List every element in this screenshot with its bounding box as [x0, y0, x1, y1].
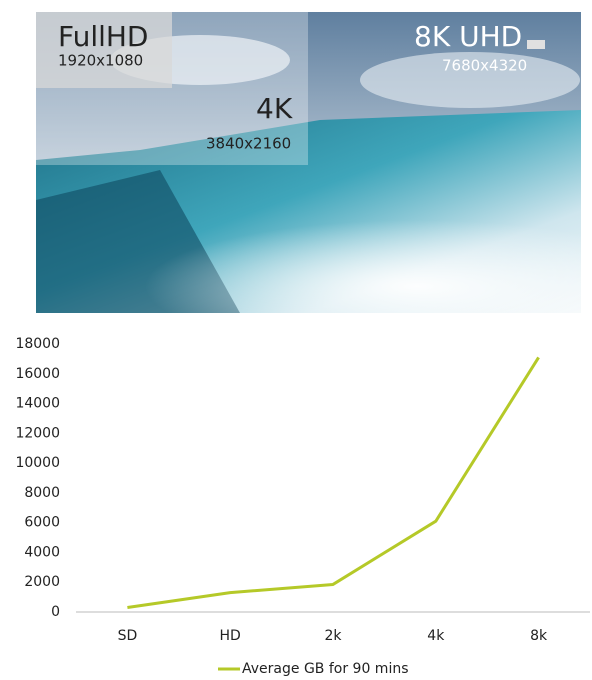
banner-image: FullHD 1920x1080 4K 3840x2160 8K UHD 768… [36, 12, 581, 313]
legend-label: Average GB for 90 mins [242, 661, 409, 677]
y-tick-label: 0 [51, 604, 60, 620]
fullhd-region [36, 12, 172, 88]
x-tick-label: SD [118, 628, 138, 644]
mist [36, 180, 581, 313]
y-tick-label: 4000 [24, 544, 60, 560]
y-tick-label: 16000 [15, 366, 60, 382]
banner-resolution: 1920x1080 [58, 52, 143, 70]
y-tick-label: 10000 [15, 455, 60, 471]
banner-label: 8K UHD [414, 20, 522, 53]
x-tick-label: HD [220, 628, 241, 644]
banner-resolution: 3840x2160 [206, 135, 291, 153]
marker [527, 40, 545, 49]
x-tick-label: 4k [427, 628, 445, 644]
cloud [360, 52, 580, 108]
y-tick-label: 12000 [15, 425, 60, 441]
chart: 0 2000 4000 6000 8000 10000 12000 14000 16000 180… [15, 336, 590, 677]
banner-label: 4K [256, 92, 293, 125]
x-tick-label: 8k [530, 628, 548, 644]
y-tick-label: 8000 [24, 485, 60, 501]
data-line [127, 356, 540, 610]
y-tick-label: 14000 [15, 396, 60, 412]
y-tick-label: 6000 [24, 515, 60, 531]
banner-resolution: 7680x4320 [442, 57, 527, 75]
y-tick-label: 18000 [15, 336, 60, 352]
y-tick-label: 2000 [24, 574, 60, 590]
x-tick-label: 2k [324, 628, 342, 644]
banner-label: FullHD [58, 20, 149, 53]
